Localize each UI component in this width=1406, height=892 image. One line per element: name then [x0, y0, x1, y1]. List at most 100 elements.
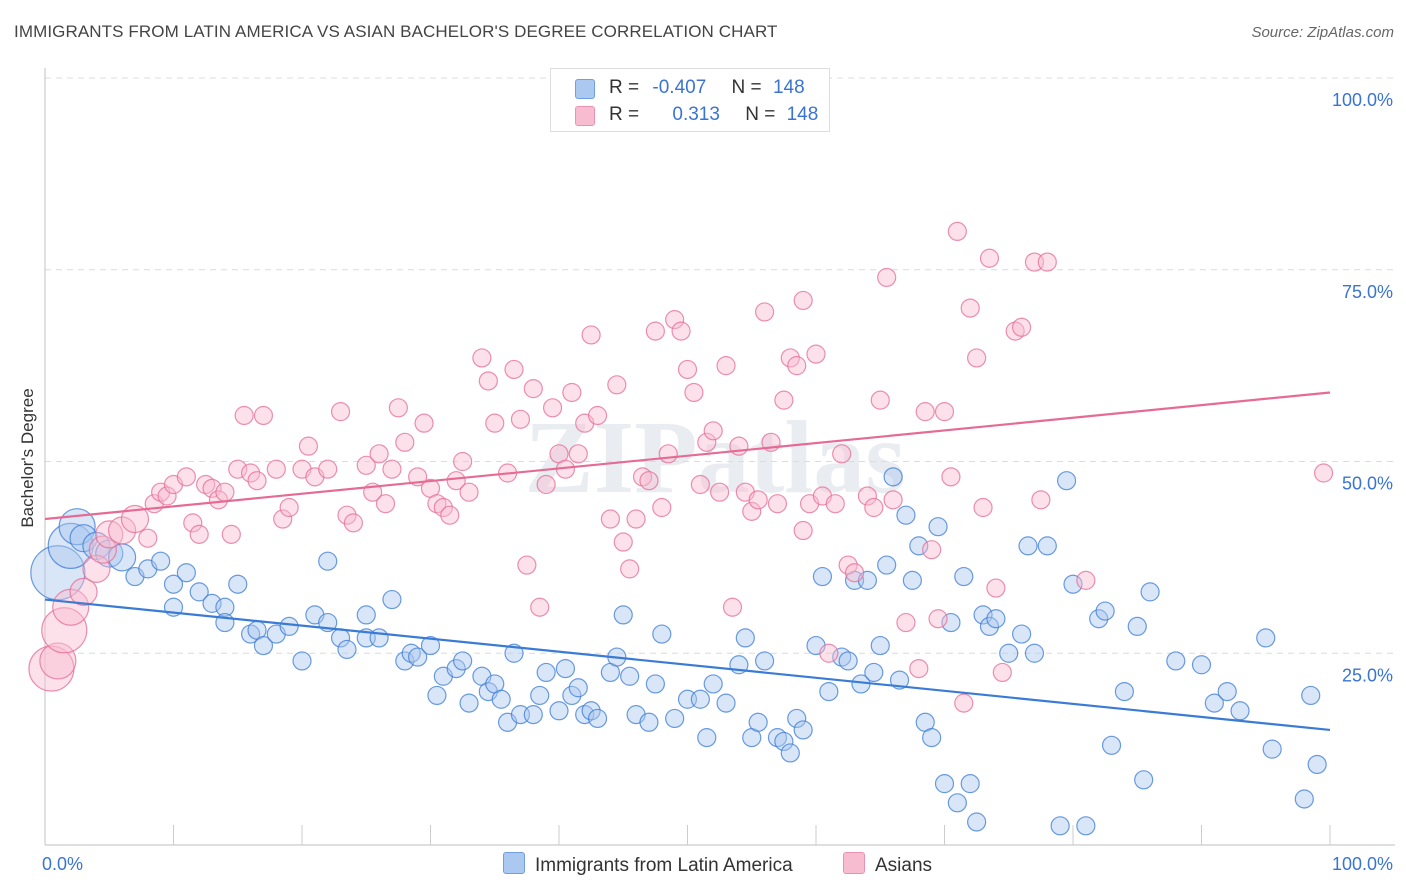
latin-america-point	[1230, 701, 1250, 721]
asians-point	[883, 490, 903, 510]
latin-america-point	[427, 685, 447, 706]
asians-point	[838, 555, 858, 575]
latin-america-point	[922, 728, 942, 748]
asians-point	[941, 467, 961, 487]
latin-america-point	[420, 635, 441, 656]
asians-point	[542, 398, 563, 418]
latin-america-point	[228, 574, 248, 594]
latin-america-point	[973, 605, 993, 625]
asians-point	[915, 402, 935, 422]
asians-point	[382, 459, 402, 479]
asians-point	[1011, 317, 1032, 337]
data-points	[28, 221, 1334, 836]
asians-point	[844, 563, 865, 583]
asians-point	[954, 693, 974, 713]
asians-point	[472, 348, 492, 368]
latin-america-point	[549, 701, 569, 721]
bottom-legend-label: Asians	[875, 855, 933, 876]
asians-point	[1037, 252, 1057, 272]
latin-america-point	[1134, 770, 1154, 790]
asians-point	[215, 482, 235, 502]
latin-america-point	[639, 712, 659, 732]
latin-america-point	[967, 812, 987, 832]
asians-point	[183, 513, 203, 533]
asians-point	[298, 436, 319, 456]
legend-n-value: 148	[772, 77, 805, 98]
latin-america-point	[774, 731, 794, 752]
asians-point	[979, 248, 1000, 268]
asians-point	[587, 405, 608, 426]
asians-point	[1313, 463, 1334, 483]
asians-point	[88, 535, 117, 564]
asians-trend-line	[44, 391, 1331, 521]
asians-point	[279, 497, 299, 518]
latin-america-point	[292, 651, 312, 671]
latin-america-point	[395, 651, 415, 671]
latin-america-point	[1056, 471, 1077, 491]
asians-point	[992, 662, 1012, 683]
asians-point	[176, 467, 196, 487]
latin-america-point	[665, 708, 685, 729]
asians-point	[356, 455, 376, 475]
latin-america-point	[568, 678, 588, 698]
asians-point	[652, 497, 672, 518]
latin-america-point	[1140, 582, 1160, 602]
latin-america-point	[986, 609, 1006, 629]
latin-america-point	[877, 555, 897, 575]
asians-point	[600, 509, 621, 529]
latin-america-point	[536, 662, 556, 683]
asians-point	[446, 471, 466, 491]
asians-point	[722, 597, 743, 617]
asians-point	[273, 509, 293, 529]
y-tick-label: 50.0%	[1342, 474, 1393, 494]
asians-point	[960, 298, 980, 318]
latin-america-point	[555, 658, 576, 679]
latin-america-point	[1101, 735, 1122, 755]
asians-point	[928, 609, 948, 629]
latin-america-point	[864, 662, 884, 683]
asians-point	[39, 642, 77, 680]
trend-lines	[44, 391, 1331, 732]
asians-point	[510, 409, 531, 429]
asians-point	[896, 612, 916, 633]
bottom-legend-asians: Asians	[843, 852, 932, 877]
asians-point	[414, 413, 434, 433]
latin-america-point	[1095, 601, 1115, 621]
asians-point	[536, 474, 556, 495]
latin-america-point	[620, 666, 640, 686]
asians-point	[613, 532, 633, 552]
asians-point	[337, 505, 357, 525]
latin-america-point	[1262, 739, 1282, 759]
asians-point	[677, 359, 698, 380]
asians-point	[485, 413, 505, 433]
latin-america-point	[1166, 651, 1186, 671]
latin-america-point	[613, 605, 633, 625]
asians-point	[234, 405, 254, 426]
asians-point	[330, 402, 351, 422]
latin-america-point	[889, 670, 910, 690]
latin-america-point	[1089, 609, 1109, 629]
bottom-legend-label: Immigrants from Latin America	[535, 855, 793, 876]
latin-america-point	[491, 689, 511, 709]
asians-point	[620, 559, 640, 579]
latin-america-point	[337, 639, 357, 660]
asians-point	[82, 554, 111, 583]
asians-point	[767, 494, 788, 514]
asians-point	[665, 310, 685, 330]
asians-point	[793, 520, 813, 541]
latin-america-point	[1217, 681, 1237, 702]
latin-america-point	[947, 793, 967, 813]
latin-america-point	[1011, 624, 1032, 644]
latin-america-point	[1050, 816, 1070, 836]
asians-point	[208, 490, 229, 510]
asians-point	[266, 459, 286, 479]
asians-point	[780, 348, 800, 368]
asians-point	[806, 344, 826, 364]
latin-america-point	[787, 708, 807, 729]
asians-point	[375, 494, 396, 514]
source-label: Source: ZipAtlas.com	[1251, 24, 1394, 41]
latin-america-point	[870, 635, 890, 656]
asians-point	[626, 509, 646, 529]
asians-point	[369, 444, 389, 464]
latin-america-point	[215, 597, 235, 617]
